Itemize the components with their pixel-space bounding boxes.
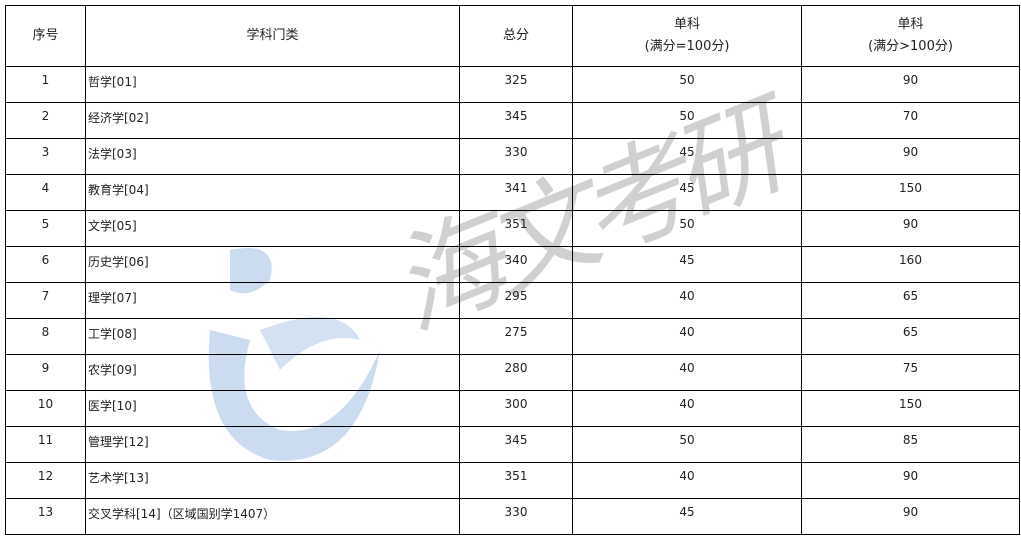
table-row: 6 历史学[06] 340 45 160 — [5, 246, 1020, 283]
table-row: 3 法学[03] 330 45 90 — [5, 138, 1020, 175]
cell-category: 哲学[01] — [85, 66, 460, 103]
cell-total: 345 — [459, 102, 573, 139]
cell-total: 340 — [459, 246, 573, 283]
cell-single-100: 40 — [572, 282, 802, 319]
cell-index: 3 — [5, 138, 86, 175]
cell-single-over-100: 90 — [801, 462, 1020, 499]
header-single-100-line2: (满分=100分) — [644, 39, 730, 54]
table-row: 13 交叉学科[14]（区域国别学1407） 330 45 90 — [5, 498, 1020, 535]
cell-total: 325 — [459, 66, 573, 103]
table-row: 9 农学[09] 280 40 75 — [5, 354, 1020, 391]
cell-index: 9 — [5, 354, 86, 391]
cell-index: 6 — [5, 246, 86, 283]
header-single-100: 单科 (满分=100分) — [572, 5, 802, 67]
table-row: 11 管理学[12] 345 50 85 — [5, 426, 1020, 463]
cell-index: 11 — [5, 426, 86, 463]
cell-single-100: 50 — [572, 426, 802, 463]
table-row: 8 工学[08] 275 40 65 — [5, 318, 1020, 355]
cell-total: 351 — [459, 210, 573, 247]
cell-single-100: 40 — [572, 354, 802, 391]
cell-single-over-100: 90 — [801, 138, 1020, 175]
cell-single-over-100: 90 — [801, 498, 1020, 535]
cell-single-over-100: 150 — [801, 390, 1020, 427]
cell-index: 7 — [5, 282, 86, 319]
table-row: 5 文学[05] 351 50 90 — [5, 210, 1020, 247]
cell-single-over-100: 65 — [801, 318, 1020, 355]
header-category: 学科门类 — [85, 5, 460, 67]
cell-single-100: 45 — [572, 498, 802, 535]
header-single-over-line2: (满分>100分) — [868, 39, 953, 54]
cell-single-100: 40 — [572, 318, 802, 355]
cell-total: 345 — [459, 426, 573, 463]
cell-single-over-100: 65 — [801, 282, 1020, 319]
cell-single-over-100: 160 — [801, 246, 1020, 283]
cell-category: 文学[05] — [85, 210, 460, 247]
cell-category: 艺术学[13] — [85, 462, 460, 499]
table-row: 1 哲学[01] 325 50 90 — [5, 66, 1020, 103]
cell-category: 教育学[04] — [85, 174, 460, 211]
cell-category: 管理学[12] — [85, 426, 460, 463]
cell-single-over-100: 90 — [801, 66, 1020, 103]
cell-single-over-100: 85 — [801, 426, 1020, 463]
cell-category: 交叉学科[14]（区域国别学1407） — [85, 498, 460, 535]
cell-total: 330 — [459, 138, 573, 175]
cell-single-100: 50 — [572, 102, 802, 139]
cell-index: 1 — [5, 66, 86, 103]
cell-index: 5 — [5, 210, 86, 247]
cell-total: 341 — [459, 174, 573, 211]
header-index: 序号 — [5, 5, 86, 67]
cell-category: 历史学[06] — [85, 246, 460, 283]
cell-category: 医学[10] — [85, 390, 460, 427]
cell-index: 8 — [5, 318, 86, 355]
cell-category: 法学[03] — [85, 138, 460, 175]
cell-total: 300 — [459, 390, 573, 427]
cell-total: 295 — [459, 282, 573, 319]
table-row: 7 理学[07] 295 40 65 — [5, 282, 1020, 319]
cell-category: 工学[08] — [85, 318, 460, 355]
cell-single-100: 40 — [572, 390, 802, 427]
cell-category: 农学[09] — [85, 354, 460, 391]
header-single-100-line1: 单科 — [673, 17, 700, 32]
table-row: 12 艺术学[13] 351 40 90 — [5, 462, 1020, 499]
score-table: 序号 学科门类 总分 单科 (满分=100分) 单科 (满分>100分) 1 哲学[0… — [5, 5, 1020, 535]
cell-single-100: 45 — [572, 138, 802, 175]
cell-single-100: 45 — [572, 246, 802, 283]
table-row: 4 教育学[04] 341 45 150 — [5, 174, 1020, 211]
cell-category: 经济学[02] — [85, 102, 460, 139]
cell-index: 4 — [5, 174, 86, 211]
header-row: 序号 学科门类 总分 单科 (满分=100分) 单科 (满分>100分) — [5, 5, 1020, 67]
cell-total: 275 — [459, 318, 573, 355]
cell-single-100: 45 — [572, 174, 802, 211]
cell-total: 280 — [459, 354, 573, 391]
cell-total: 330 — [459, 498, 573, 535]
cell-index: 12 — [5, 462, 86, 499]
table-row: 10 医学[10] 300 40 150 — [5, 390, 1020, 427]
header-single-over-line1: 单科 — [897, 17, 924, 32]
cell-single-over-100: 150 — [801, 174, 1020, 211]
header-single-over-100: 单科 (满分>100分) — [801, 5, 1020, 67]
cell-index: 2 — [5, 102, 86, 139]
cell-single-over-100: 90 — [801, 210, 1020, 247]
cell-total: 351 — [459, 462, 573, 499]
cell-index: 10 — [5, 390, 86, 427]
table-row: 2 经济学[02] 345 50 70 — [5, 102, 1020, 139]
cell-single-100: 50 — [572, 66, 802, 103]
cell-single-100: 40 — [572, 462, 802, 499]
cell-single-over-100: 75 — [801, 354, 1020, 391]
cell-index: 13 — [5, 498, 86, 535]
cell-category: 理学[07] — [85, 282, 460, 319]
cell-single-over-100: 70 — [801, 102, 1020, 139]
cell-single-100: 50 — [572, 210, 802, 247]
header-total: 总分 — [459, 5, 573, 67]
